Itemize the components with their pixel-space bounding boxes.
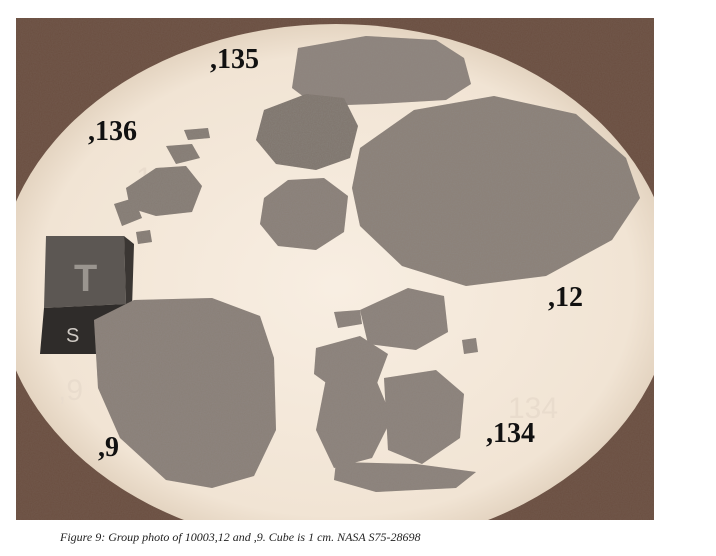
rock-135: [292, 36, 471, 106]
label-sample-12: ,12: [548, 282, 583, 313]
figure-caption: Figure 9: Group photo of 10003,12 and ,9…: [60, 530, 421, 544]
svg-text:T: T: [74, 258, 97, 300]
rock-small-lower: [260, 178, 348, 250]
label-sample-134: ,134: [486, 418, 535, 449]
svg-text:S: S: [66, 325, 79, 347]
sample-photo: 136 134 ,9 T S: [16, 18, 654, 520]
scale-cube: T S: [40, 236, 134, 354]
rock-134-fragments: [314, 288, 478, 492]
rock-12: [352, 96, 640, 286]
label-sample-135: ,135: [210, 44, 259, 75]
rock-small-upper: [256, 94, 358, 170]
label-sample-136: ,136: [88, 116, 137, 147]
svg-text:,9: ,9: [58, 374, 83, 407]
svg-text:134: 134: [508, 392, 558, 425]
rock-9: [94, 298, 276, 488]
rock-136-fragments: [114, 128, 210, 244]
label-sample-9: ,9: [98, 432, 119, 463]
